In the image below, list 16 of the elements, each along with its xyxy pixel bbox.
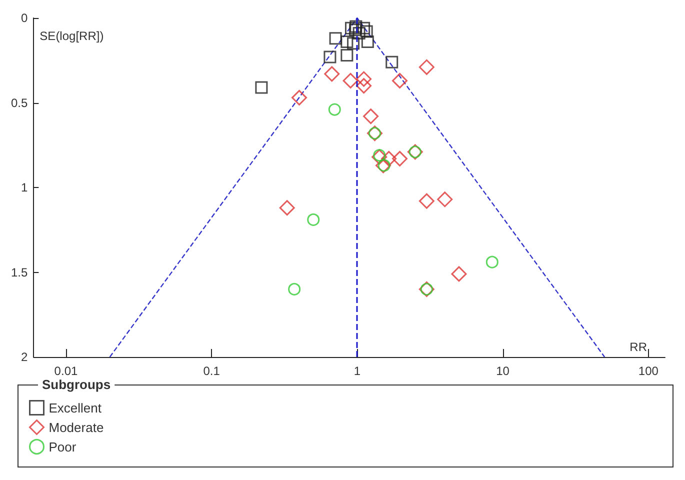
x-tick-label: 0.01 — [54, 364, 78, 378]
x-tick-label: 100 — [638, 364, 659, 378]
y-tick-label: 2 — [20, 350, 28, 364]
x-tick-label: 10 — [496, 364, 510, 378]
x-axis-title: RR — [630, 340, 648, 354]
legend-label: Moderate — [48, 420, 104, 435]
y-tick-label: 0 — [20, 11, 28, 25]
legend-label: Excellent — [48, 400, 102, 416]
y-tick-label: 0.5 — [10, 96, 28, 110]
y-axis-title: SE(log[RR]) — [40, 29, 104, 43]
y-tick-label: 1.5 — [10, 265, 28, 280]
legend-title: Subgroups — [42, 377, 111, 392]
x-tick-label: 1 — [354, 364, 361, 378]
x-tick-label: 0.1 — [203, 364, 220, 378]
y-tick-label: 1 — [20, 180, 28, 194]
legend-label: Poor — [48, 439, 77, 454]
